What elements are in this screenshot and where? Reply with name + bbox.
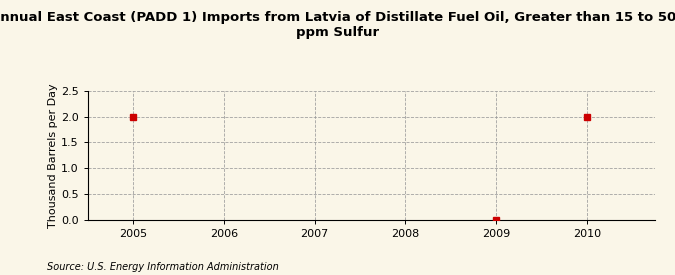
Y-axis label: Thousand Barrels per Day: Thousand Barrels per Day	[48, 83, 58, 228]
Text: Source: U.S. Energy Information Administration: Source: U.S. Energy Information Administ…	[47, 262, 279, 272]
Text: Annual East Coast (PADD 1) Imports from Latvia of Distillate Fuel Oil, Greater t: Annual East Coast (PADD 1) Imports from …	[0, 11, 675, 39]
